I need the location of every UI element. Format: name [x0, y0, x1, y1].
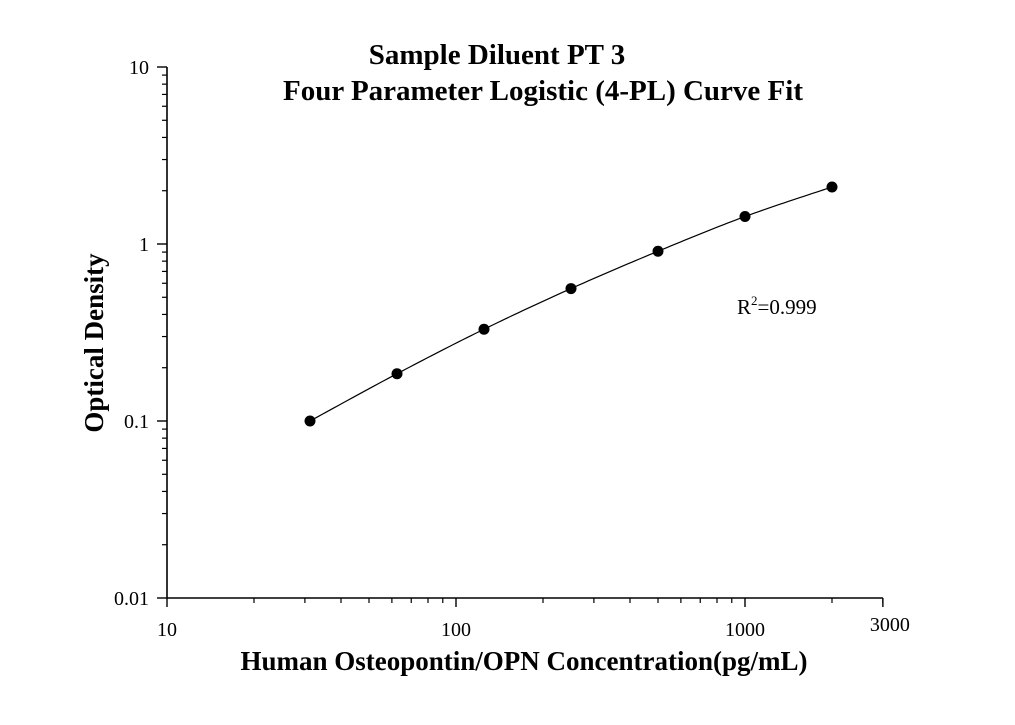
x-tick-label: 1000: [725, 619, 765, 641]
data-point: [304, 415, 316, 427]
data-point: [826, 181, 838, 193]
axes: 10 100 1000 3000 0.01 0.1 1 10: [114, 57, 910, 641]
r-squared-annotation: R2=0.999: [737, 293, 817, 319]
data-points: [304, 181, 838, 427]
r-squared-value: =0.999: [758, 295, 817, 319]
data-point: [652, 245, 664, 257]
x-tick-label: 10: [157, 619, 177, 641]
x-axis-label: Human Osteopontin/OPN Concentration(pg/m…: [240, 646, 807, 676]
data-point: [391, 368, 403, 380]
r-squared-base: R: [737, 295, 751, 319]
x-tick-label: 3000: [870, 614, 910, 636]
r-squared-superscript: 2: [751, 293, 758, 308]
y-axis-label: Optical Density: [79, 253, 109, 433]
x-tick-label: 100: [441, 619, 471, 641]
chart-subtitle: Four Parameter Logistic (4-PL) Curve Fit: [283, 75, 803, 107]
data-point: [739, 211, 751, 223]
y-tick-label: 0.1: [124, 411, 149, 433]
data-point: [565, 283, 577, 295]
y-tick-label: 1: [139, 234, 149, 256]
data-point: [478, 323, 490, 335]
y-tick-label: 10: [129, 57, 149, 79]
chart-title: Sample Diluent PT 3: [369, 39, 625, 71]
y-tick-label: 0.01: [114, 588, 149, 610]
